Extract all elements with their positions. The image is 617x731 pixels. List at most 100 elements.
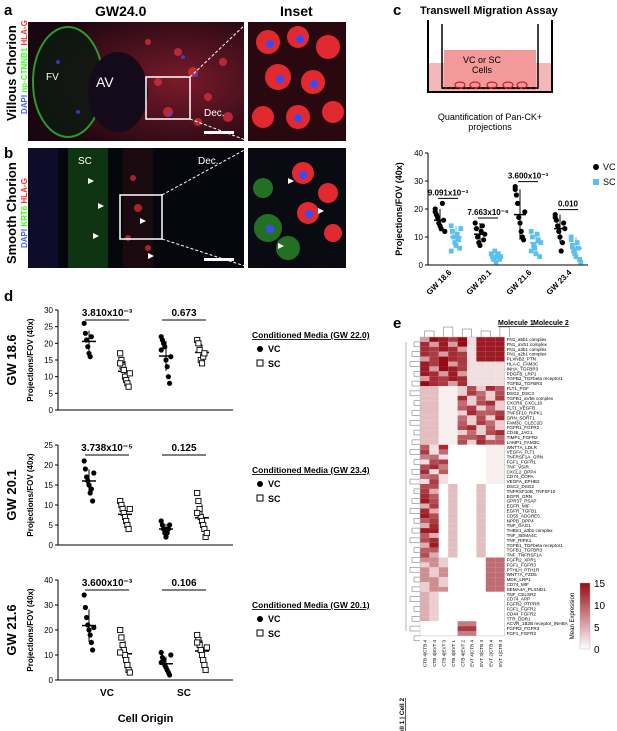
data-point-vc — [87, 354, 93, 360]
y-tick-label: 15 — [44, 356, 53, 365]
heatmap-cell — [476, 493, 486, 499]
interaction-label: THBS1_a3b1 complex — [507, 528, 554, 533]
data-point-sc — [124, 661, 131, 669]
data-point-vc — [472, 220, 478, 226]
heatmap-cell — [420, 381, 430, 386]
heatmap-cell — [485, 430, 496, 435]
heatmap-cell — [438, 386, 449, 391]
legend-label-vc: VC — [268, 344, 281, 354]
data-point-vc — [82, 604, 88, 611]
interaction-label: MDK_LRP1 — [507, 577, 532, 582]
heatmap-cell — [429, 381, 439, 386]
heatmap-cell — [429, 577, 439, 582]
data-point-vc — [82, 466, 88, 472]
heatmap-cell — [457, 400, 467, 406]
heatmap-cell — [467, 346, 477, 352]
y-tick-label: 40 — [414, 149, 423, 158]
heatmap-cell — [485, 503, 496, 509]
heatmap-cell — [429, 400, 439, 406]
heatmap-cell — [485, 346, 496, 352]
heatmap-cell — [420, 513, 430, 519]
dendrogram-branch — [424, 330, 435, 337]
interaction-label: TNFRSF10B_TNFSF10 — [507, 489, 556, 494]
legend-marker-vc — [257, 616, 263, 622]
panel-c-letter: c — [393, 2, 402, 19]
interaction-label: FGF1_FGFR2 — [507, 607, 537, 612]
column-label: CTB 4|EVT 2 — [460, 639, 465, 666]
heatmap-cell — [467, 557, 477, 563]
data-point-sc — [488, 251, 494, 257]
data-point-vc — [168, 652, 174, 658]
heatmap-cell — [429, 586, 439, 592]
heatmap-cell — [429, 621, 439, 627]
heatmap-cell — [476, 542, 486, 548]
heatmap-cell — [495, 601, 505, 607]
data-point-sc — [448, 248, 454, 254]
heatmap-cell — [476, 528, 486, 533]
heatmap-cell — [485, 479, 496, 484]
column-label: EVT 2|CTB 4 — [489, 639, 494, 666]
heatmap-cell — [457, 611, 467, 617]
heatmap-cell — [495, 464, 505, 470]
heatmap-cell — [448, 474, 458, 480]
heatmap-cell — [448, 591, 458, 597]
heatmap-cell — [485, 537, 496, 543]
y-tick-label: 30 — [44, 306, 53, 315]
heatmap-cell — [476, 469, 486, 475]
header-molecule-2: Molecule 2 — [533, 320, 569, 327]
heatmap-cell — [495, 361, 505, 367]
heatmap-cell — [457, 523, 467, 529]
data-point-vc — [158, 518, 164, 524]
heatmap-cell — [485, 572, 496, 578]
interaction-label: CD74_MIF — [507, 582, 529, 587]
heatmap-cell — [467, 518, 477, 524]
panel-e-letter: e — [393, 315, 402, 332]
heatmap-cell — [495, 420, 505, 426]
heatmap-cell — [429, 552, 439, 558]
heatmap-cell — [429, 493, 439, 499]
interaction-label: EGFR_TGFB1 — [507, 509, 538, 514]
heatmap-cell — [457, 415, 467, 421]
transwell-caption: Quantification of Pan-CK+ projections — [437, 112, 543, 132]
interaction-label: FGFR2_FGFR3 — [507, 626, 540, 631]
dendrogram-branch — [462, 328, 472, 337]
heatmap-cell — [438, 400, 449, 406]
heatmap-cell — [476, 376, 486, 382]
interaction-label: ACVR_1B2B receptor_INHBA — [507, 621, 569, 626]
interaction-label: FN1_a3b1 complex — [507, 347, 548, 352]
heatmap-cell — [448, 371, 458, 377]
heatmap-cell — [448, 425, 458, 431]
heatmap-cell — [448, 596, 458, 602]
heatmap-cell — [485, 533, 496, 538]
heatmap-cell — [448, 601, 458, 607]
heatmap-cell — [420, 425, 430, 431]
y-tick-label: 5 — [49, 521, 54, 530]
heatmap-cell — [438, 459, 449, 465]
x-tick-label: SC — [177, 688, 191, 699]
data-point-sc — [532, 245, 538, 251]
heatmap-cell — [495, 439, 505, 445]
heatmap-cell — [485, 376, 496, 382]
heatmap-cell — [448, 346, 458, 352]
data-point-vc — [562, 226, 568, 232]
data-point-sc — [198, 651, 206, 659]
heatmap-cell — [457, 449, 467, 455]
data-point-sc — [118, 634, 125, 641]
interaction-label: FGF1_FGFR1 — [507, 460, 537, 465]
heatmap-cell — [457, 381, 467, 386]
data-point-vc — [557, 234, 563, 240]
heatmap-cell — [485, 390, 496, 396]
data-point-sc — [534, 231, 540, 237]
heatmap-cell — [420, 567, 430, 573]
heatmap-cell — [476, 503, 486, 509]
y-tick-label: 30 — [414, 177, 423, 186]
heatmap-cell — [485, 577, 496, 582]
interaction-label: PTHLH_PTH1R — [507, 567, 540, 572]
heatmap-cell — [457, 474, 467, 480]
data-point-vc — [86, 627, 92, 633]
heatmap-cell — [438, 582, 449, 587]
heatmap-cell — [485, 586, 496, 592]
heatmap-cell — [495, 611, 505, 617]
heatmap-cell — [495, 533, 505, 538]
heatmap-cell — [448, 464, 458, 470]
